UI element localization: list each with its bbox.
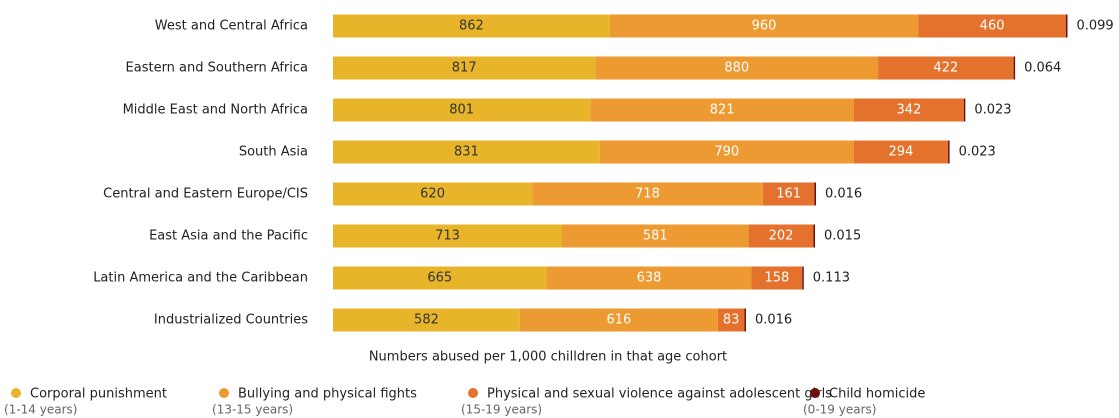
- value-label: 0.064: [1024, 61, 1061, 76]
- legend-swatch: [219, 388, 229, 398]
- value-label: 161: [776, 187, 801, 202]
- value-label: 460: [980, 19, 1005, 34]
- bar-segment: [609, 14, 919, 38]
- value-label: 0.015: [824, 229, 861, 244]
- bar-segment: [918, 14, 1066, 38]
- value-label: 831: [454, 145, 479, 160]
- value-label: 638: [637, 271, 662, 286]
- bar-segment: [878, 56, 1014, 80]
- bar-segment: [333, 56, 596, 80]
- bar-segment: [532, 182, 763, 206]
- bar-segment: [751, 266, 803, 290]
- bar-segment: [333, 308, 520, 332]
- bar-segment: [963, 98, 966, 122]
- legend-swatch: [11, 388, 21, 398]
- bar-segment: [333, 140, 600, 164]
- value-label: 665: [427, 271, 452, 286]
- category-label: Latin America and the Caribbean: [93, 271, 308, 286]
- bar-segment: [717, 308, 745, 332]
- category-label: South Asia: [239, 145, 308, 160]
- bar-segment: [333, 266, 547, 290]
- bar-segment: [1013, 56, 1016, 80]
- bar-segment: [519, 308, 718, 332]
- bar-segment: [333, 14, 610, 38]
- category-label: Industrialized Countries: [154, 313, 308, 328]
- value-label: 0.023: [974, 103, 1011, 118]
- value-label: 0.016: [825, 187, 862, 202]
- legend-label: Corporal punishment: [30, 387, 167, 402]
- bar-segment: [813, 224, 816, 248]
- bar-segment: [546, 266, 752, 290]
- bar-segment: [744, 308, 746, 332]
- value-label: 0.099: [1076, 19, 1113, 34]
- legend-swatch: [468, 388, 478, 398]
- bar-segment: [948, 140, 950, 164]
- category-label: Middle East and North Africa: [123, 103, 308, 118]
- value-label: 620: [420, 187, 445, 202]
- value-label: 862: [459, 19, 484, 34]
- bar-segment: [599, 140, 854, 164]
- legend-sublabel: (0-19 years): [803, 403, 876, 417]
- legend-label: Bullying and physical fights: [238, 387, 417, 402]
- value-label: 616: [606, 313, 631, 328]
- value-label: 0.016: [755, 313, 792, 328]
- value-label: 880: [724, 61, 749, 76]
- value-label: 713: [435, 229, 460, 244]
- bar-segment: [333, 224, 563, 248]
- bar-segment: [853, 98, 964, 122]
- value-label: 581: [643, 229, 668, 244]
- bar-segment: [748, 224, 814, 248]
- value-label: 294: [888, 145, 913, 160]
- bar-segment: [1065, 14, 1068, 38]
- bar-segment: [333, 182, 533, 206]
- legend-swatch: [810, 388, 820, 398]
- value-label: 83: [723, 313, 740, 328]
- bar-segment: [590, 98, 854, 122]
- value-label: 960: [752, 19, 777, 34]
- bar-segment: [762, 182, 815, 206]
- bar-segment: [595, 56, 879, 80]
- category-label: East Asia and the Pacific: [149, 229, 308, 244]
- legend-sublabel: (1-14 years): [4, 403, 77, 417]
- value-label: 202: [769, 229, 794, 244]
- value-label: 821: [710, 103, 735, 118]
- bar-segment: [333, 98, 591, 122]
- value-label: 582: [414, 313, 439, 328]
- value-label: 158: [764, 271, 789, 286]
- legend-sublabel: (13-15 years): [212, 403, 293, 417]
- bar-segment: [814, 182, 816, 206]
- legend-label: Physical and sexual violence against ado…: [487, 387, 832, 402]
- value-label: 422: [933, 61, 958, 76]
- value-label: 718: [635, 187, 660, 202]
- value-label: 0.023: [959, 145, 996, 160]
- value-label: 0.113: [813, 271, 850, 286]
- value-label: 801: [449, 103, 474, 118]
- legend-sublabel: (15-19 years): [461, 403, 542, 417]
- value-label: 817: [452, 61, 477, 76]
- bar-segment: [802, 266, 804, 290]
- value-label: 342: [896, 103, 921, 118]
- legend-label: Child homicide: [829, 387, 925, 402]
- bar-segment: [562, 224, 749, 248]
- x-axis-label: Numbers abused per 1,000 chilldren in th…: [369, 350, 727, 365]
- category-label: Central and Eastern Europe/CIS: [103, 187, 308, 202]
- bar-segment: [853, 140, 949, 164]
- category-label: Eastern and Southern Africa: [126, 61, 308, 76]
- category-label: West and Central Africa: [155, 19, 308, 34]
- value-label: 790: [714, 145, 739, 160]
